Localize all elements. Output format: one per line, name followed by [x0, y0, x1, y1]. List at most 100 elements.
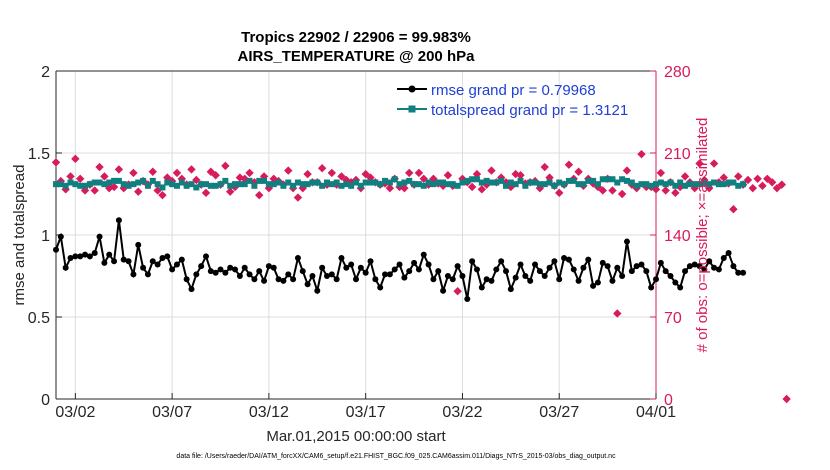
obs-point: [695, 159, 704, 168]
totalspread-point: [280, 182, 287, 189]
totalspread-point: [565, 177, 572, 184]
rmse-point: [319, 264, 326, 271]
rmse-point: [464, 295, 471, 302]
y-left-tick-label: 1: [41, 228, 50, 245]
rmse-point: [323, 273, 330, 279]
obs-point: [211, 171, 220, 180]
rmse-point: [338, 254, 345, 261]
rmse-point: [449, 276, 456, 283]
rmse-point: [299, 268, 306, 275]
totalspread-point: [106, 179, 113, 186]
rmse-point: [570, 266, 577, 273]
rmse-point: [585, 256, 592, 263]
rmse-point: [304, 281, 311, 288]
totalspread-point: [333, 179, 340, 186]
rmse-point: [425, 261, 432, 268]
rmse-point: [353, 276, 359, 283]
obs-point: [100, 172, 109, 181]
obs-point: [303, 169, 312, 179]
rmse-point: [62, 264, 69, 271]
obs-point: [56, 176, 66, 186]
totalspread-point: [435, 179, 442, 186]
rmse-point: [541, 273, 548, 279]
totalspread-point: [667, 179, 674, 186]
obs-point: [705, 183, 714, 193]
totalspread-point: [53, 181, 59, 188]
totalspread-point: [198, 181, 205, 188]
rmse-point: [440, 287, 447, 294]
rmse-point: [614, 264, 621, 271]
totalspread-point: [362, 179, 369, 186]
totalspread-point: [701, 179, 708, 186]
rmse-point: [565, 256, 572, 263]
totalspread-point: [735, 182, 742, 189]
obs-point: [782, 394, 791, 404]
rmse-point: [473, 266, 480, 273]
rmse-point: [643, 268, 650, 275]
obs-point: [75, 174, 85, 183]
totalspread-point: [643, 181, 650, 188]
totalspread-point: [323, 179, 330, 186]
totalspread-point: [503, 182, 509, 189]
totalspread-point: [169, 181, 176, 188]
rmse-point: [232, 266, 239, 273]
rmse-point: [590, 282, 597, 289]
totalspread-point: [614, 179, 621, 186]
totalspread-point: [241, 181, 248, 188]
obs-point: [134, 187, 143, 196]
obs-point: [545, 173, 554, 182]
totalspread-point: [488, 179, 495, 186]
totalspread-point: [657, 179, 664, 186]
totalspread-point: [338, 182, 345, 189]
totalspread-point: [57, 181, 64, 188]
rmse-point: [517, 261, 524, 268]
totalspread-point: [343, 181, 350, 188]
rmse-point: [217, 266, 224, 273]
totalspread-point: [86, 181, 93, 188]
x-tick-label: 03/07: [152, 404, 192, 421]
rmse-point: [594, 279, 601, 286]
y-right-tick-label: 210: [664, 146, 691, 163]
totalspread-point: [348, 182, 355, 189]
rmse-point: [653, 276, 659, 283]
rmse-point: [623, 238, 630, 245]
obs-point: [540, 162, 549, 172]
totalspread-point: [556, 179, 563, 186]
totalspread-point: [140, 177, 147, 184]
totalspread-point: [575, 181, 582, 188]
totalspread-point: [314, 179, 321, 186]
obs-point: [453, 287, 462, 296]
totalspread-point: [411, 181, 418, 188]
obs-point: [255, 190, 264, 200]
y-right-tick-label: 280: [664, 64, 691, 81]
rmse-point: [469, 258, 476, 265]
rmse-point: [77, 253, 84, 260]
rmse-point: [328, 271, 335, 278]
rmse-point: [72, 253, 79, 260]
rmse-point: [275, 276, 282, 283]
rmse-point: [154, 261, 161, 268]
rmse-point: [290, 276, 297, 283]
totalspread-point: [304, 181, 311, 188]
obs-point: [564, 160, 574, 169]
totalspread-point: [391, 176, 398, 183]
rmse-point: [619, 273, 626, 279]
totalspread-point: [459, 179, 466, 186]
rmse-point: [91, 250, 98, 257]
obs-point: [172, 168, 182, 178]
totalspread-point: [222, 177, 229, 184]
totalspread-point: [261, 177, 268, 184]
totalspread-point: [536, 181, 543, 188]
totalspread-point: [96, 179, 103, 186]
chart-title-line2: AIRS_TEMPERATURE @ 200 hPa: [238, 48, 476, 65]
rmse-point: [696, 263, 703, 270]
totalspread-point: [91, 179, 98, 186]
rmse-point: [183, 276, 190, 283]
rmse-point: [280, 277, 287, 284]
totalspread-point: [111, 177, 118, 184]
totalspread-point: [740, 181, 747, 188]
rmse-point: [493, 266, 500, 273]
totalspread-point: [580, 181, 587, 188]
rmse-point: [386, 271, 393, 278]
rmse-point: [575, 277, 582, 284]
